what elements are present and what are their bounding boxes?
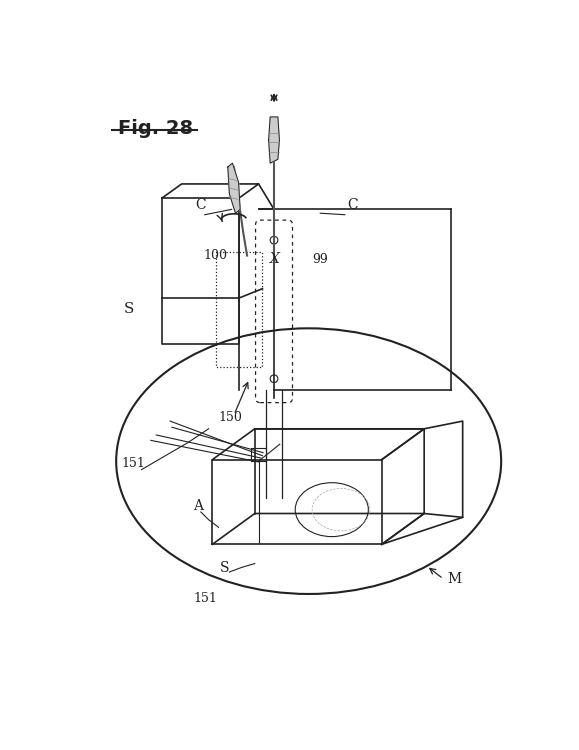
Polygon shape <box>269 117 280 164</box>
Text: C: C <box>347 198 358 212</box>
Text: 151: 151 <box>122 458 145 470</box>
Text: 99: 99 <box>313 254 328 266</box>
Text: 151: 151 <box>193 592 217 605</box>
Text: 150: 150 <box>219 411 243 424</box>
Text: S: S <box>220 561 230 575</box>
Polygon shape <box>228 164 240 213</box>
Text: S: S <box>124 302 134 316</box>
Text: M: M <box>447 572 461 586</box>
Text: A: A <box>193 499 203 513</box>
Text: 100: 100 <box>203 250 227 262</box>
Text: X: X <box>270 252 280 266</box>
Text: Fig. 28: Fig. 28 <box>119 119 193 138</box>
Text: C: C <box>196 198 206 212</box>
